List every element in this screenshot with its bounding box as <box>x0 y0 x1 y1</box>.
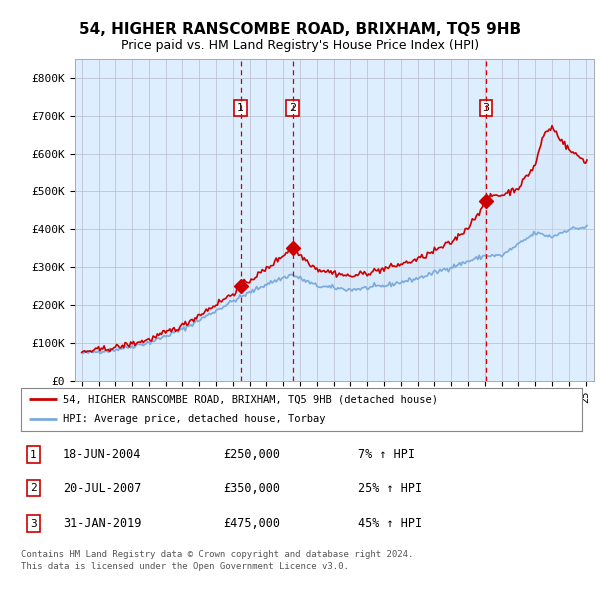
Text: HPI: Average price, detached house, Torbay: HPI: Average price, detached house, Torb… <box>63 414 326 424</box>
Text: This data is licensed under the Open Government Licence v3.0.: This data is licensed under the Open Gov… <box>21 562 349 571</box>
Text: 45% ↑ HPI: 45% ↑ HPI <box>358 517 422 530</box>
Text: 2: 2 <box>289 103 296 113</box>
Text: 3: 3 <box>482 103 490 113</box>
Text: 20-JUL-2007: 20-JUL-2007 <box>63 481 142 494</box>
Text: 31-JAN-2019: 31-JAN-2019 <box>63 517 142 530</box>
Text: Contains HM Land Registry data © Crown copyright and database right 2024.: Contains HM Land Registry data © Crown c… <box>21 550 413 559</box>
Text: 54, HIGHER RANSCOMBE ROAD, BRIXHAM, TQ5 9HB: 54, HIGHER RANSCOMBE ROAD, BRIXHAM, TQ5 … <box>79 22 521 37</box>
Text: 3: 3 <box>30 519 37 529</box>
Text: 2: 2 <box>30 483 37 493</box>
Text: 7% ↑ HPI: 7% ↑ HPI <box>358 448 415 461</box>
Text: 1: 1 <box>30 450 37 460</box>
Text: Price paid vs. HM Land Registry's House Price Index (HPI): Price paid vs. HM Land Registry's House … <box>121 39 479 52</box>
Text: 18-JUN-2004: 18-JUN-2004 <box>63 448 142 461</box>
Text: £350,000: £350,000 <box>223 481 280 494</box>
Text: £475,000: £475,000 <box>223 517 280 530</box>
Text: £250,000: £250,000 <box>223 448 280 461</box>
Text: 25% ↑ HPI: 25% ↑ HPI <box>358 481 422 494</box>
Text: 1: 1 <box>237 103 244 113</box>
Text: 54, HIGHER RANSCOMBE ROAD, BRIXHAM, TQ5 9HB (detached house): 54, HIGHER RANSCOMBE ROAD, BRIXHAM, TQ5 … <box>63 394 438 404</box>
